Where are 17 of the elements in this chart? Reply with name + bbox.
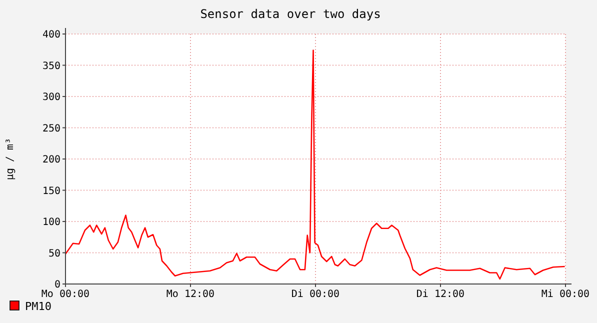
x-tick-label: Mo 12:00	[166, 289, 215, 300]
legend-label: PM10	[25, 300, 52, 313]
y-tick-label: 250	[42, 123, 60, 134]
y-tick-label: 300	[42, 92, 60, 103]
y-tick-label: 100	[42, 217, 60, 228]
y-tick-label: 150	[42, 186, 60, 197]
y-tick-label: 200	[42, 154, 60, 166]
y-tick-label: 350	[42, 60, 60, 72]
x-tick-label: Mo 00:00	[41, 289, 90, 300]
y-tick-label: 400	[42, 30, 60, 40]
x-tick-label: Di 00:00	[291, 289, 340, 300]
x-tick-label: Di 12:00	[416, 289, 465, 300]
y-tick-label: 0	[54, 280, 60, 290]
x-tick-label: Mi 00:00	[541, 289, 590, 300]
chart-title: Sensor data over two days	[200, 7, 381, 21]
y-tick-label: 50	[48, 248, 60, 260]
y-axis-title: µg / m³	[5, 138, 16, 180]
